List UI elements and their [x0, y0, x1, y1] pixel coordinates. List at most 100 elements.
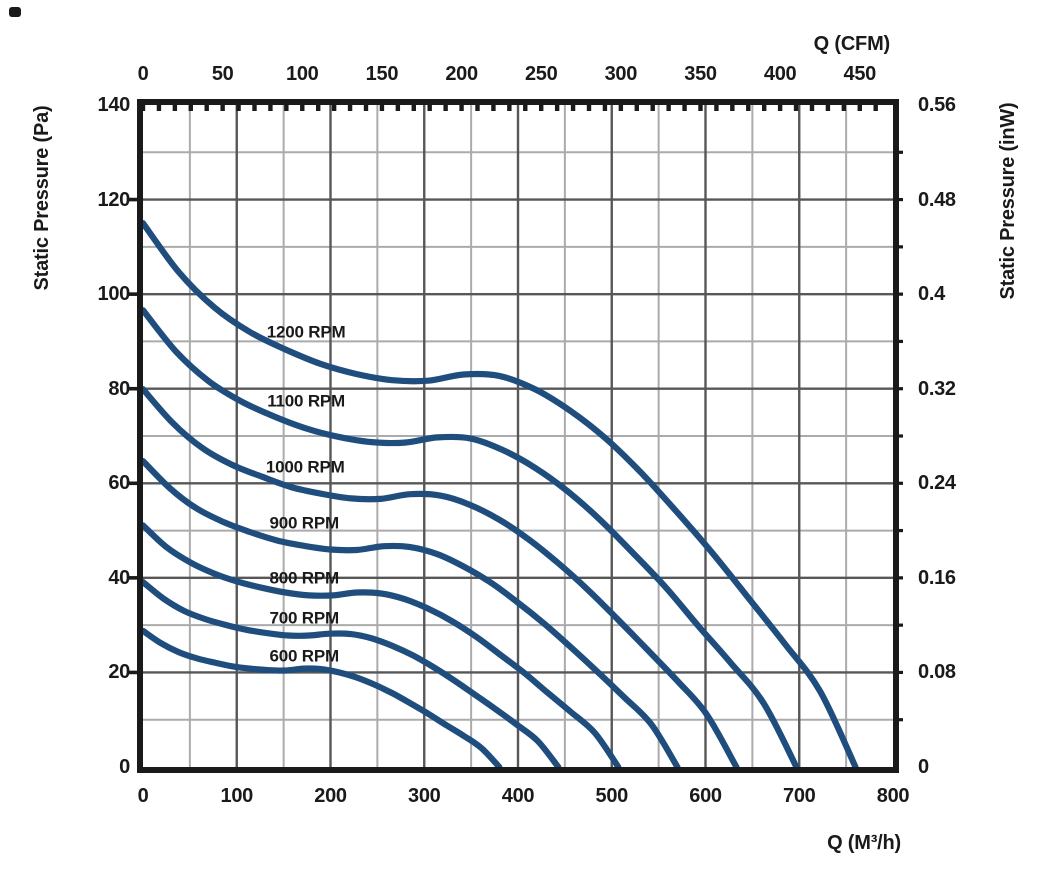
right-axis-tick	[899, 434, 903, 438]
left-axis-tick-label-100: 100	[97, 283, 131, 306]
bottom-axis-tick-label-400: 400	[501, 785, 535, 807]
curve-label-800-rpm: 800 RPM	[269, 568, 340, 588]
top-axis-tick-label-200: 200	[445, 63, 478, 85]
top-axis-tick	[316, 105, 321, 111]
top-axis-tick	[634, 105, 639, 111]
top-axis-tick	[841, 105, 847, 111]
corner-mark	[9, 7, 21, 17]
right-axis-tick-label-0.56: 0.56	[918, 94, 956, 116]
top-axis-tick	[268, 105, 273, 111]
left-axis-tick	[129, 481, 137, 486]
top-axis-tick	[873, 105, 878, 111]
top-axis-tick	[650, 105, 655, 111]
top-axis-tick	[602, 105, 608, 111]
bottom-axis-tick-label-700: 700	[783, 785, 816, 807]
right-axis-tick	[899, 387, 903, 391]
right-axis-tick-label-0.16: 0.16	[918, 566, 956, 589]
top-axis-tick	[204, 105, 209, 111]
bottom-axis-tick-label-100: 100	[220, 785, 254, 807]
top-axis-tick	[363, 105, 369, 111]
top-axis-tick	[220, 105, 225, 111]
bottom-axis-tick-label-500: 500	[595, 785, 629, 807]
top-axis-tick	[857, 105, 862, 111]
top-axis-tick-label-100: 100	[286, 63, 319, 85]
top-axis-tick	[554, 105, 560, 111]
left-axis-tick	[129, 670, 137, 675]
bottom-axis-tick-label-300: 300	[408, 785, 441, 807]
left-axis-tick	[129, 386, 137, 391]
top-axis-tick	[236, 105, 241, 111]
top-axis-title: Q (CFM)	[813, 33, 891, 55]
top-axis-tick	[586, 105, 592, 111]
right-axis-tick	[899, 292, 903, 296]
top-axis-tick	[682, 105, 687, 111]
top-axis-tick	[395, 105, 401, 111]
right-axis-tick	[899, 623, 903, 627]
curve-label-1000-rpm: 1000 RPM	[265, 457, 345, 477]
top-axis-tick	[331, 105, 337, 111]
top-axis-tick-label-50: 50	[211, 63, 234, 85]
top-axis-tick-label-0: 0	[137, 63, 149, 85]
right-axis-tick-label-0: 0	[918, 756, 929, 778]
top-axis-tick	[618, 105, 624, 111]
top-axis-tick	[809, 105, 815, 111]
top-axis-tick	[284, 105, 289, 111]
top-axis-tick	[140, 105, 146, 111]
top-axis-tick	[714, 105, 719, 111]
left-axis-tick	[129, 292, 137, 296]
top-axis-tick-label-150: 150	[365, 63, 399, 85]
top-axis-tick	[746, 105, 751, 111]
top-axis-tick	[172, 105, 178, 111]
left-axis-tick	[129, 197, 137, 202]
left-axis-tick-label-60: 60	[108, 472, 130, 495]
top-axis-tick	[300, 105, 305, 111]
curve-label-1100-rpm: 1100 RPM	[267, 391, 346, 411]
top-axis-tick	[252, 105, 257, 111]
top-axis-tick	[411, 105, 416, 111]
top-axis-tick	[698, 105, 703, 111]
right-axis-tick-label-0.08: 0.08	[918, 661, 956, 684]
left-axis-tick-label-80: 80	[108, 377, 130, 400]
left-axis-tick-label-0: 0	[119, 756, 130, 778]
top-axis-tick	[188, 105, 193, 111]
left-axis-tick-label-140: 140	[97, 94, 131, 116]
right-axis-title: Static Pressure (inW)	[997, 102, 1019, 300]
curve-label-1200-rpm: 1200 RPM	[266, 322, 346, 342]
top-axis-tick	[156, 105, 162, 111]
right-axis-tick	[899, 576, 903, 580]
right-axis-tick	[899, 718, 903, 722]
top-axis-tick	[730, 105, 735, 111]
curve-900-rpm	[139, 458, 681, 771]
top-axis-tick	[666, 105, 671, 111]
bottom-axis-tick-label-0: 0	[137, 785, 149, 807]
top-axis-tick	[762, 105, 767, 111]
top-axis-tick	[491, 105, 496, 111]
plot-frame	[137, 99, 899, 773]
curve-1000-rpm	[139, 386, 740, 771]
right-axis-tick-label-0.48: 0.48	[918, 188, 956, 211]
right-axis-tick	[899, 150, 903, 154]
left-axis-tick-label-120: 120	[97, 188, 131, 211]
right-axis-tick	[899, 245, 903, 249]
bottom-axis-tick-label-600: 600	[689, 785, 722, 807]
top-axis-tick	[507, 105, 512, 111]
right-axis-tick-label-0.4: 0.4	[918, 283, 945, 306]
top-axis-tick-label-350: 350	[684, 63, 717, 85]
bottom-axis-title: Q (M³/h)	[827, 832, 901, 854]
right-axis-tick	[899, 528, 903, 533]
top-axis-tick	[825, 105, 831, 111]
right-axis-tick-label-0.24: 0.24	[918, 472, 956, 495]
curve-1200-rpm	[139, 220, 859, 771]
top-axis-tick	[459, 105, 464, 111]
right-axis-tick	[899, 197, 903, 202]
right-axis-tick-label-0.32: 0.32	[918, 377, 956, 400]
top-axis-tick	[793, 105, 799, 111]
right-axis-tick	[899, 481, 903, 485]
top-axis-tick	[379, 105, 385, 111]
curve-600-rpm	[139, 627, 503, 771]
top-axis-tick-label-450: 450	[843, 63, 877, 85]
curve-label-600-rpm: 600 RPM	[269, 646, 340, 666]
bottom-axis-tick-label-200: 200	[314, 785, 347, 807]
left-axis-tick	[129, 576, 137, 580]
